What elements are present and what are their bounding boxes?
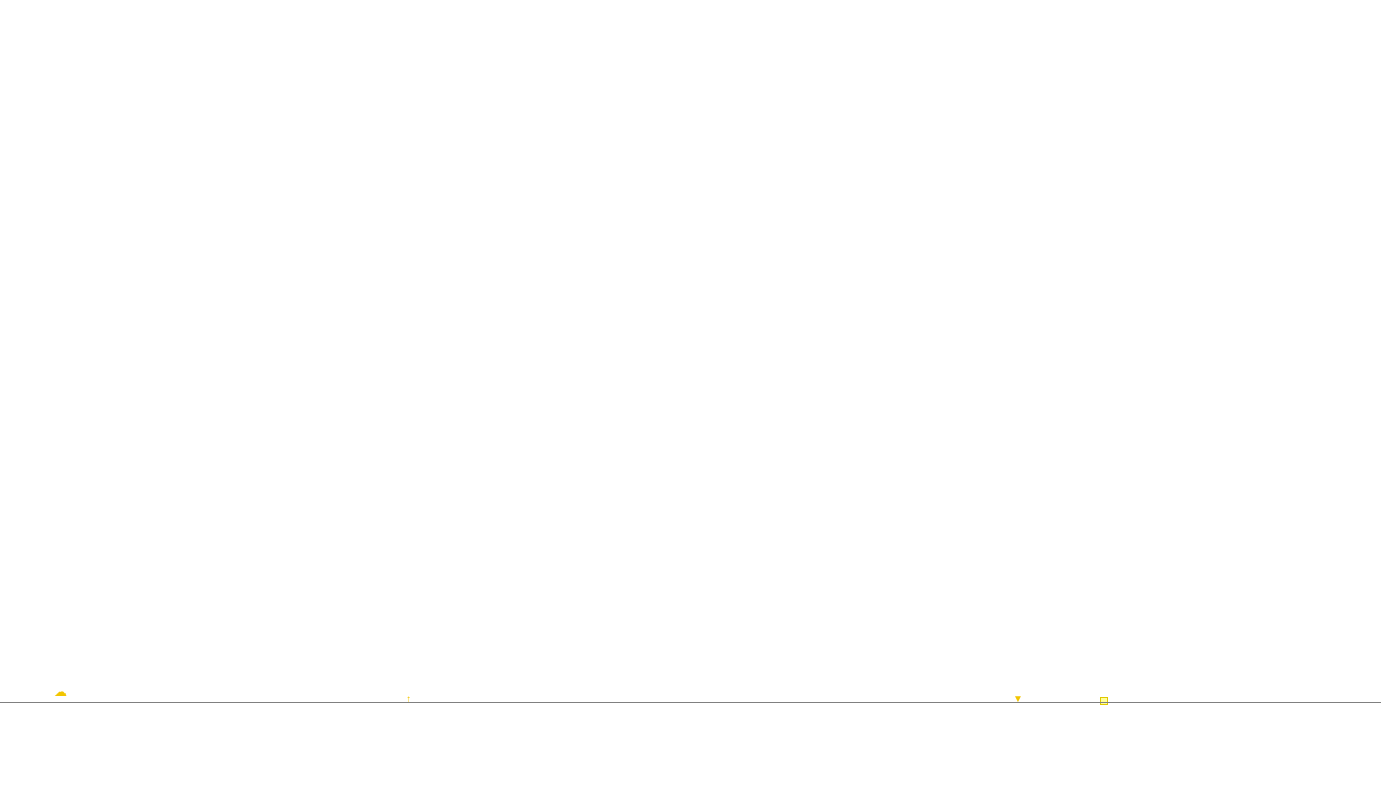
- sensor-summary-table: [0, 705, 1381, 800]
- sun-square-icon: [1100, 697, 1108, 705]
- sunset-icon: ▼: [1013, 694, 1023, 705]
- cloud-icon: ☁: [54, 684, 67, 699]
- weather-chart: [0, 0, 1381, 705]
- table-divider: [0, 702, 1381, 706]
- sunrise-icon: ↑: [406, 694, 411, 705]
